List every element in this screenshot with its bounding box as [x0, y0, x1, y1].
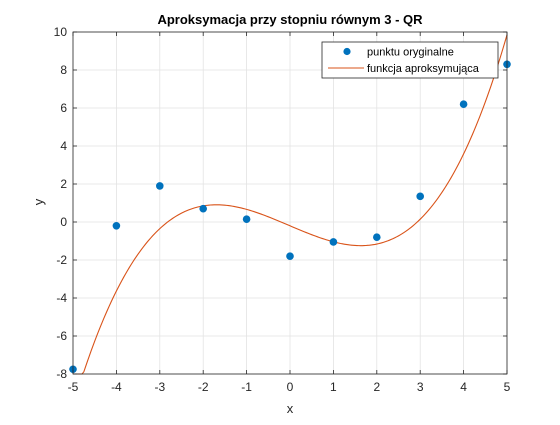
legend-marker-points: [343, 47, 351, 56]
x-tick-label: -5: [68, 380, 79, 394]
y-tick-label: 10: [54, 25, 68, 39]
tick-labels: -5 -4 -3 -2 -1 0 1 2 3 4 5 -8 -6 -4 -2 0 2 4 6 8 10: [54, 25, 511, 394]
x-tick-label: 5: [504, 380, 511, 394]
y-tick-label: 6: [60, 101, 67, 115]
x-tick-label: 2: [373, 380, 380, 394]
data-point: [199, 204, 207, 213]
data-point: [156, 182, 164, 190]
y-tick-label: 8: [60, 63, 67, 77]
y-axis-label: y: [31, 198, 46, 205]
y-tick-label: -6: [56, 329, 67, 343]
y-tick-label: 4: [60, 139, 67, 153]
y-tick-label: -4: [56, 291, 67, 305]
legend-box: [321, 41, 499, 79]
x-tick-label: -4: [111, 380, 122, 394]
x-tick-label: 0: [287, 380, 294, 394]
x-tick-label: -1: [241, 380, 252, 394]
x-tick-label: 3: [417, 380, 424, 394]
legend-label-points: punktu oryginalne: [367, 47, 454, 59]
x-tick-label: 4: [460, 380, 467, 394]
y-tick-label: -2: [56, 253, 67, 267]
curve-layer: [73, 34, 508, 375]
chart-title: Aproksymacja przy stopniu równym 3 - QR: [157, 12, 423, 27]
data-point: [286, 252, 294, 260]
x-tick-label: -2: [198, 380, 209, 394]
data-point: [242, 215, 251, 223]
data-point: [112, 222, 121, 230]
fitted-curve: [73, 34, 508, 375]
x-tick-label: 1: [330, 380, 337, 394]
legend: punktu oryginalne funkcja aproksymująca: [321, 41, 499, 79]
data-point: [459, 100, 468, 108]
data-point: [373, 233, 381, 241]
x-tick-label: -3: [154, 380, 165, 394]
y-tick-label: 2: [60, 177, 67, 191]
y-tick-label: 0: [60, 215, 67, 229]
x-axis-label: x: [287, 401, 294, 416]
data-point: [329, 238, 338, 246]
legend-label-curve: funkcja aproksymująca: [367, 63, 480, 75]
data-point: [416, 192, 425, 201]
ticks: [72, 31, 508, 375]
y-tick-label: -8: [56, 367, 67, 381]
